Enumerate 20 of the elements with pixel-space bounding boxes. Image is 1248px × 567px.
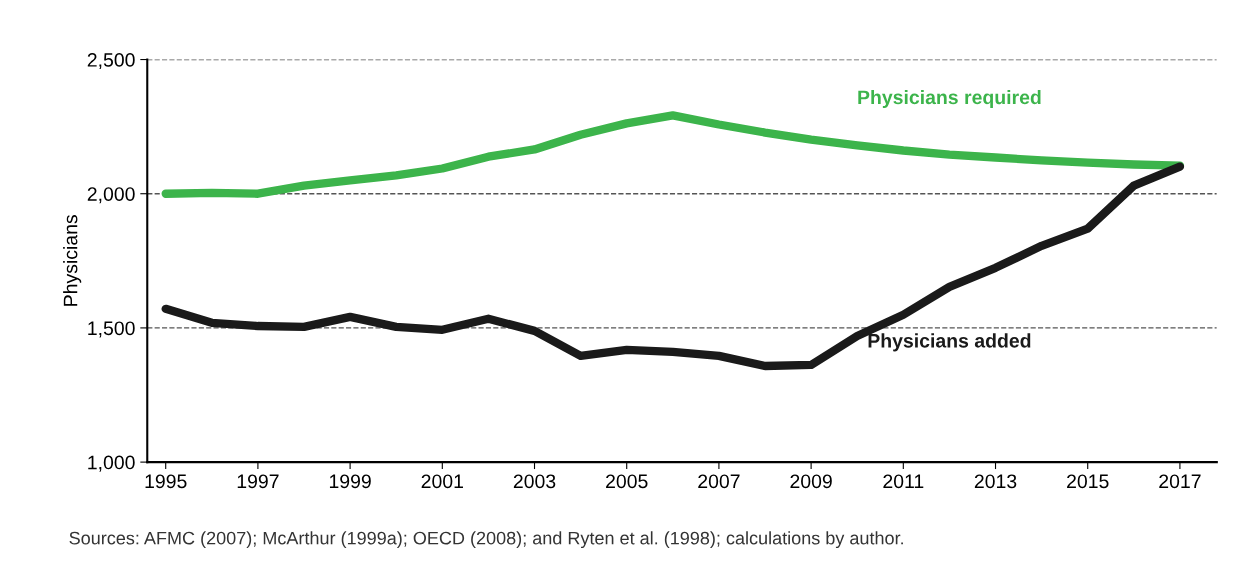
x-tick-label: 2007 bbox=[698, 474, 740, 489]
y-tick-label: 2,500 bbox=[87, 53, 135, 70]
series-label: Physicians added bbox=[868, 333, 1031, 352]
x-tick-label: 2001 bbox=[421, 474, 463, 489]
y-tick-label: 2,000 bbox=[87, 187, 135, 204]
x-tick-label: 1999 bbox=[329, 474, 371, 489]
y-tick-label: 1,000 bbox=[88, 455, 135, 472]
x-tick-label: 2015 bbox=[1067, 474, 1109, 489]
source-note: Sources: AFMC (2007); McArthur (1999a); OECD (2008); and Ryten et al. (1998); calculations by author. bbox=[69, 531, 903, 549]
x-tick-label: 1995 bbox=[145, 474, 187, 489]
x-tick-label: 2017 bbox=[1159, 474, 1201, 489]
x-tick-label: 2005 bbox=[606, 474, 648, 489]
x-tick-label: 2013 bbox=[974, 474, 1017, 489]
y-axis-title: Physicians bbox=[63, 215, 82, 306]
x-tick-label: 2009 bbox=[790, 474, 832, 489]
x-tick-label: 2003 bbox=[513, 474, 556, 489]
series-label: Physicians required bbox=[858, 89, 1041, 109]
y-tick-label: 1,500 bbox=[88, 321, 135, 338]
x-tick-label: 2011 bbox=[883, 474, 924, 489]
x-tick-label: 1997 bbox=[237, 474, 279, 489]
